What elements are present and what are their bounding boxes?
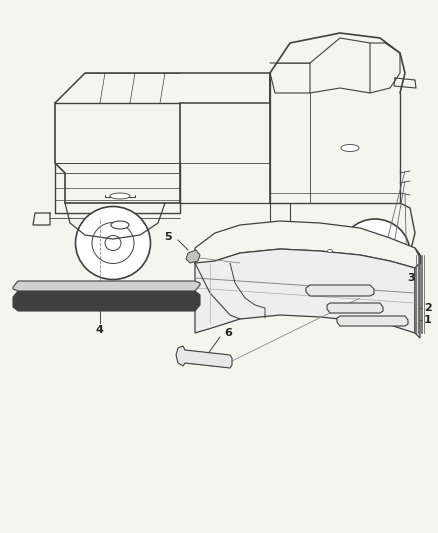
Polygon shape [13,281,200,291]
Polygon shape [195,249,415,333]
Polygon shape [337,316,408,326]
Ellipse shape [110,193,130,199]
Ellipse shape [341,144,359,151]
Text: 2: 2 [424,303,432,313]
Polygon shape [306,285,374,296]
Text: 3: 3 [407,273,415,283]
Polygon shape [186,250,200,263]
Polygon shape [327,303,383,313]
Polygon shape [13,291,200,311]
Ellipse shape [92,222,134,263]
Ellipse shape [328,249,332,253]
Text: 1: 1 [424,315,432,325]
Ellipse shape [111,221,129,229]
Ellipse shape [367,246,382,260]
Ellipse shape [105,236,121,251]
Text: 5: 5 [164,232,172,242]
Text: 6: 6 [224,328,232,338]
Ellipse shape [340,219,410,287]
Polygon shape [176,346,232,368]
Text: 4: 4 [95,325,103,335]
Ellipse shape [356,235,394,271]
Ellipse shape [75,206,151,279]
Polygon shape [415,248,420,338]
Polygon shape [195,221,420,268]
